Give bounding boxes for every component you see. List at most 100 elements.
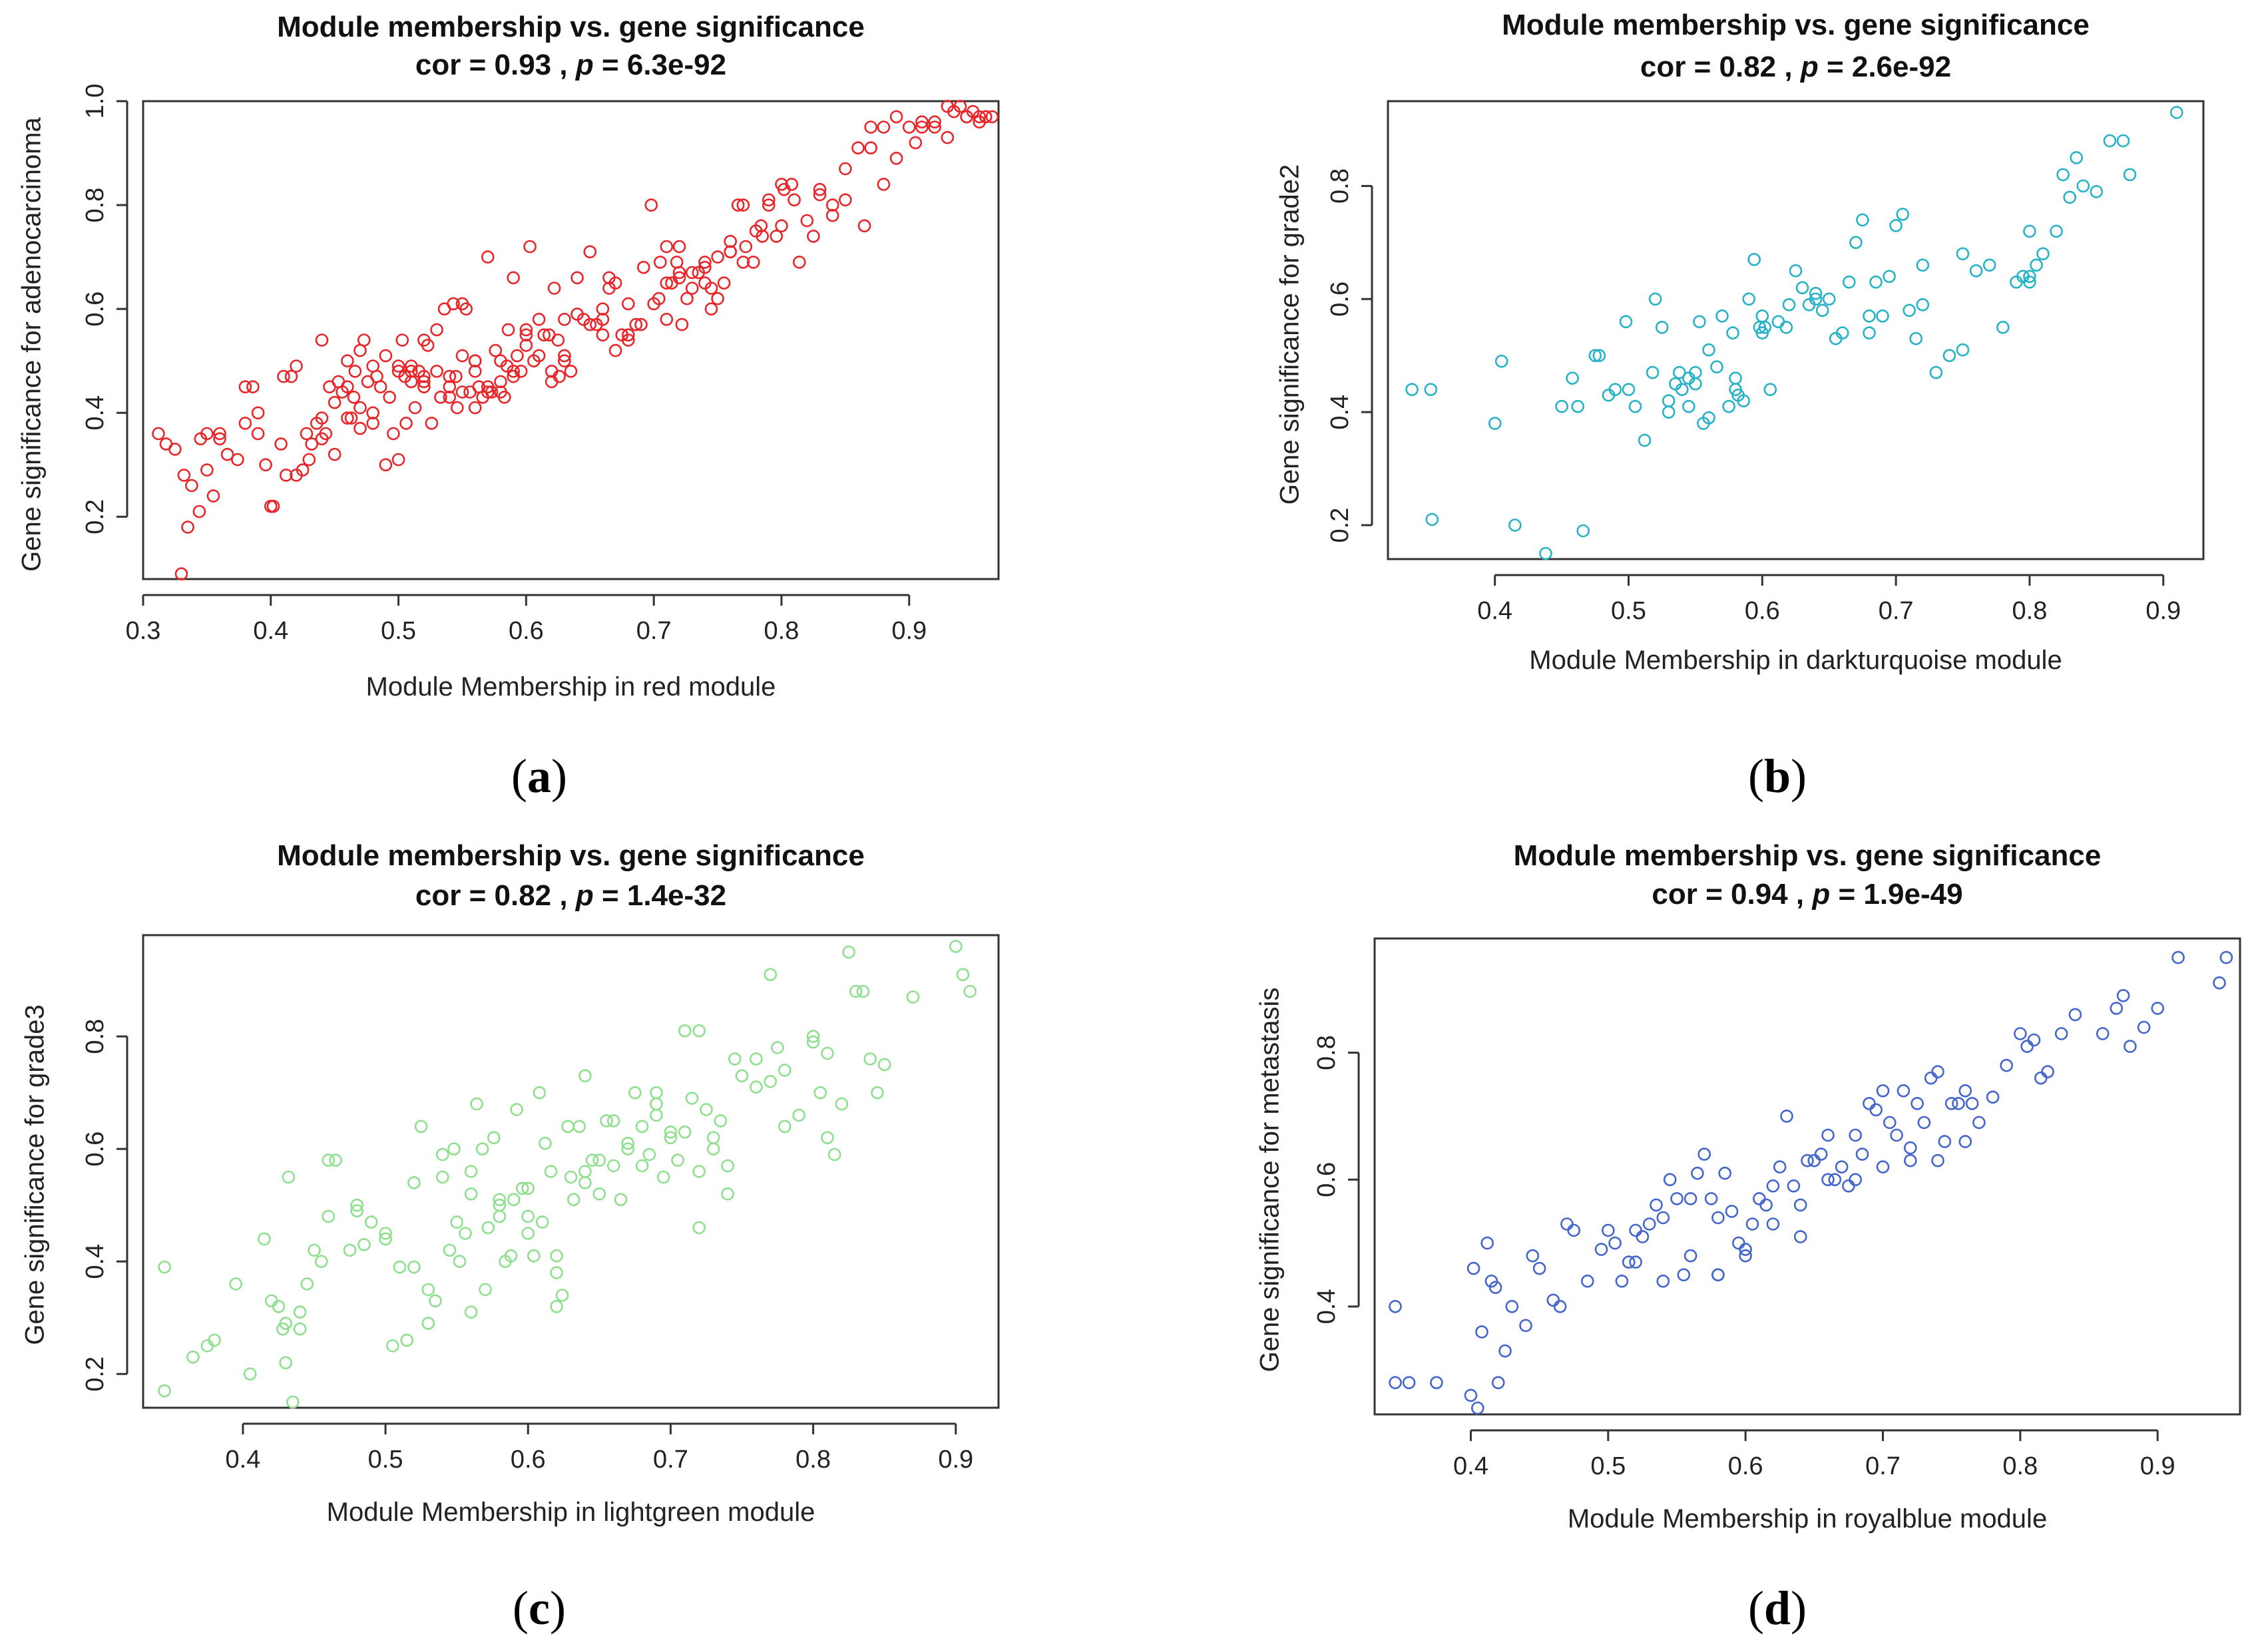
data-point	[1710, 360, 1723, 374]
data-point	[928, 115, 941, 128]
data-point	[606, 1114, 620, 1128]
data-point	[1763, 383, 1777, 397]
data-point	[1602, 1223, 1615, 1237]
data-point	[735, 1069, 749, 1083]
data-point	[692, 1221, 706, 1235]
data-point	[341, 380, 354, 394]
data-point	[231, 453, 244, 467]
data-point	[1636, 1230, 1650, 1243]
data-point	[449, 369, 463, 383]
data-point	[1821, 1128, 1835, 1142]
data-point	[1505, 1300, 1519, 1313]
data-point	[407, 1260, 421, 1274]
x-tick-label: 0.5	[1611, 597, 1646, 625]
data-point	[535, 1215, 549, 1229]
data-point	[468, 401, 482, 415]
data-point	[1722, 399, 1735, 413]
data-points	[152, 100, 999, 581]
data-point	[1689, 377, 1702, 391]
data-point	[963, 984, 977, 998]
data-point	[407, 1176, 421, 1189]
data-point	[704, 302, 718, 316]
data-point	[430, 323, 443, 337]
data-point	[550, 1266, 563, 1279]
data-point	[2137, 1020, 2151, 1034]
chart-subtitle: cor = 0.93 , p = 6.3e-92	[415, 49, 726, 81]
data-point	[736, 198, 750, 212]
data-point	[417, 333, 431, 347]
data-point	[731, 198, 745, 212]
data-point	[721, 1187, 734, 1201]
data-point	[928, 120, 941, 134]
data-point	[1718, 1166, 1731, 1180]
data-point	[644, 198, 658, 212]
data-point	[1876, 1084, 1890, 1098]
data-point	[825, 198, 839, 212]
data-point	[1702, 343, 1715, 357]
data-point	[1849, 1173, 1862, 1187]
data-point	[764, 968, 778, 981]
data-point	[902, 120, 916, 134]
data-point	[493, 1193, 507, 1207]
x-tick-label: 0.8	[2002, 1452, 2038, 1480]
data-point	[435, 1147, 449, 1161]
data-point	[596, 328, 610, 342]
data-point	[1896, 208, 1909, 221]
data-point	[1814, 1147, 1828, 1161]
data-point	[2023, 224, 2036, 238]
data-point	[1863, 1097, 1876, 1110]
data-point	[1729, 371, 1742, 385]
data-point	[1555, 399, 1568, 413]
data-point	[692, 1024, 706, 1038]
data-point	[455, 297, 469, 311]
data-point	[728, 1052, 742, 1066]
panel-label: (c)	[513, 1581, 566, 1635]
data-point	[308, 1243, 321, 1257]
data-point	[1780, 1110, 1793, 1123]
chart-title: Module membership vs. gene significance	[1514, 839, 2102, 872]
data-point	[1737, 394, 1750, 408]
data-point	[555, 1289, 569, 1302]
data-point	[264, 499, 278, 513]
data-point	[750, 1080, 763, 1094]
data-point	[792, 1108, 805, 1122]
data-point	[1677, 1268, 1691, 1282]
x-axis-label: Module Membership in red module	[366, 672, 776, 702]
data-point	[417, 380, 431, 394]
data-point	[1766, 1217, 1780, 1231]
data-point	[1958, 1135, 1972, 1148]
data-point	[443, 1243, 457, 1257]
data-point	[1389, 1300, 1402, 1313]
data-point	[857, 219, 871, 233]
data-point	[487, 1131, 501, 1145]
data-point	[213, 427, 226, 441]
data-point	[2124, 1040, 2137, 1053]
data-point	[177, 469, 191, 482]
data-point	[1779, 320, 1793, 334]
data-point	[1809, 292, 1823, 306]
data-point	[1956, 343, 1970, 357]
data-point	[621, 297, 635, 311]
data-point	[1897, 1084, 1911, 1098]
data-point	[464, 1187, 478, 1201]
data-point	[660, 276, 674, 290]
data-point	[2116, 989, 2130, 1002]
data-point	[1836, 326, 1849, 340]
data-point	[864, 120, 877, 134]
data-point	[2213, 976, 2226, 990]
data-point	[1855, 1147, 1869, 1161]
data-point	[544, 1165, 558, 1178]
data-point	[564, 1170, 578, 1184]
data-point	[635, 1120, 649, 1134]
data-point	[551, 333, 565, 347]
data-point	[750, 1052, 763, 1066]
data-point	[1828, 1173, 1842, 1187]
data-point	[2068, 1008, 2082, 1022]
data-point	[566, 1193, 580, 1207]
data-point	[1519, 1319, 1532, 1333]
data-point	[1732, 1236, 1745, 1250]
data-point	[973, 110, 986, 124]
x-tick-label: 0.5	[368, 1446, 403, 1474]
data-point	[1931, 1065, 1944, 1078]
data-point	[871, 1086, 884, 1100]
